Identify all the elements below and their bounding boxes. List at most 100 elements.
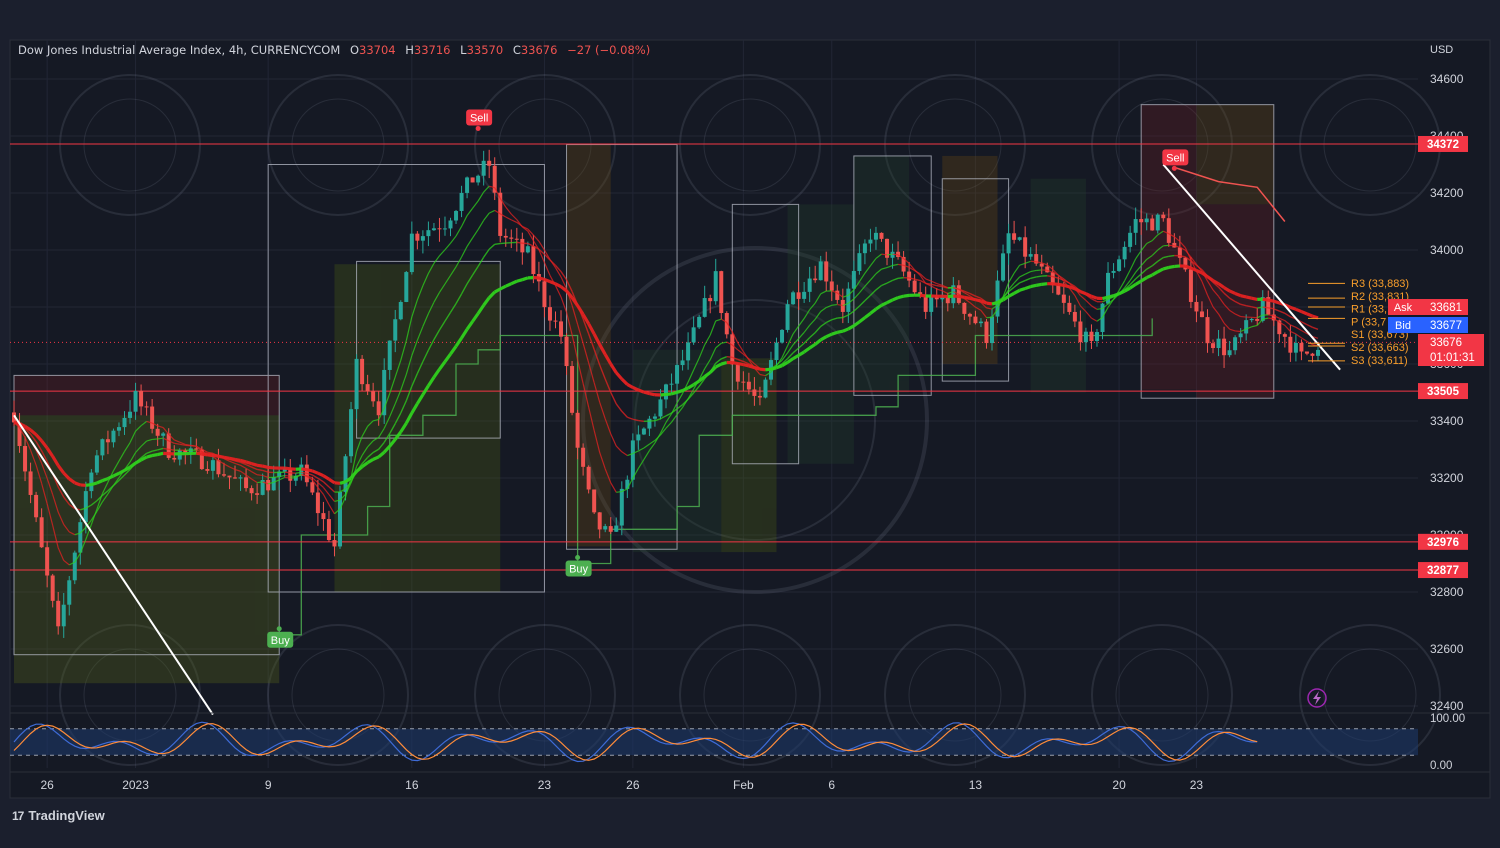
candle-body xyxy=(614,526,618,532)
ema-segment xyxy=(1053,284,1059,285)
candle-body xyxy=(1222,339,1226,356)
ema-segment xyxy=(252,464,258,466)
x-tick-label: 23 xyxy=(538,778,552,792)
ema-segment xyxy=(1312,316,1318,318)
symbol-title[interactable]: Dow Jones Industrial Average Index, 4h, … xyxy=(18,43,340,57)
oscillator-label: 100.00 xyxy=(1430,713,1465,725)
ema-segment xyxy=(158,438,164,439)
ema-segment xyxy=(218,456,224,457)
level-tag-label: 32877 xyxy=(1427,565,1459,577)
candle xyxy=(355,354,359,419)
candle xyxy=(763,377,767,398)
candle-body xyxy=(647,419,651,429)
candle-body xyxy=(542,281,546,307)
price-tag-name-label: Bid xyxy=(1395,320,1411,332)
candle-body xyxy=(824,261,828,281)
candle-body xyxy=(150,407,154,429)
candle-body xyxy=(1112,271,1116,273)
candle-body xyxy=(29,471,33,495)
level-tag-label: 32976 xyxy=(1427,537,1459,549)
candle-body xyxy=(23,446,27,471)
candle-body xyxy=(471,177,475,182)
candle-body xyxy=(973,317,977,324)
ema-segment xyxy=(1268,300,1274,301)
candle-body xyxy=(95,455,99,472)
ema-segment xyxy=(1025,287,1031,289)
candle-body xyxy=(1150,219,1154,231)
candle xyxy=(587,465,591,493)
ema-segment xyxy=(898,296,904,297)
ema-segment xyxy=(91,483,97,485)
candle-body xyxy=(670,384,674,385)
candle-body xyxy=(603,526,607,529)
zone-fill xyxy=(334,264,500,592)
candle-body xyxy=(653,416,657,418)
candle xyxy=(730,331,734,365)
ema-segment xyxy=(920,295,926,296)
ema-segment xyxy=(257,465,263,466)
ema-segment xyxy=(738,364,744,365)
ema-segment xyxy=(777,366,783,368)
candle-body xyxy=(576,413,580,448)
candle-body xyxy=(128,412,132,418)
ema-segment xyxy=(1080,292,1086,294)
candle-body xyxy=(1062,295,1066,303)
ema-segment xyxy=(1169,256,1175,257)
candle-body xyxy=(714,271,718,301)
candle-body xyxy=(752,389,756,396)
candle-body xyxy=(868,240,872,244)
brand-name: TradingView xyxy=(28,808,104,823)
ema-segment xyxy=(285,468,291,469)
ema-segment xyxy=(1064,285,1070,286)
candle-body xyxy=(487,161,491,166)
candle-body xyxy=(658,399,662,416)
x-tick-label: 2023 xyxy=(122,778,149,792)
ema-segment xyxy=(887,254,893,255)
candle-body xyxy=(763,380,767,398)
x-tick-label: 26 xyxy=(40,778,54,792)
candle-body xyxy=(879,233,883,239)
candle xyxy=(592,489,596,514)
ema-segment xyxy=(1263,307,1269,308)
candle-body xyxy=(1139,219,1143,222)
candle-body xyxy=(1228,350,1232,355)
candle-body xyxy=(161,433,165,435)
candle-body xyxy=(1134,219,1138,233)
ema-segment xyxy=(649,394,655,395)
candle-body xyxy=(1073,312,1077,322)
candle-body xyxy=(239,477,243,478)
ema-segment xyxy=(191,446,197,447)
candle-body xyxy=(730,334,734,364)
candle-body xyxy=(1205,317,1209,343)
candle-body xyxy=(1128,233,1132,247)
ema-segment xyxy=(163,448,169,449)
candle-body xyxy=(1084,332,1088,342)
ema-segment xyxy=(224,457,230,458)
ema-segment xyxy=(660,394,666,395)
candle-body xyxy=(443,228,447,229)
ema-segment xyxy=(544,279,550,281)
ema-segment xyxy=(522,278,528,280)
candle-body xyxy=(1007,233,1011,253)
candle-body xyxy=(366,384,370,391)
candle-body xyxy=(581,448,585,467)
candle-body xyxy=(990,317,994,343)
tradingview-brand[interactable]: 17 TradingView xyxy=(12,808,105,823)
y-tick-label: 32600 xyxy=(1430,642,1464,656)
candle-body xyxy=(984,322,988,343)
candle-body xyxy=(819,261,823,280)
candle-body xyxy=(1029,254,1033,257)
candle-body xyxy=(526,246,530,252)
candle-body xyxy=(1045,267,1049,273)
candle-body xyxy=(775,343,779,360)
candle-body xyxy=(592,489,596,512)
ema-segment xyxy=(1290,307,1296,309)
candle-body xyxy=(1001,253,1005,280)
candle-body xyxy=(227,476,231,478)
zone-fill xyxy=(942,156,997,364)
candle-body xyxy=(454,211,458,221)
candle-body xyxy=(863,243,867,253)
candle-body xyxy=(1056,285,1060,294)
